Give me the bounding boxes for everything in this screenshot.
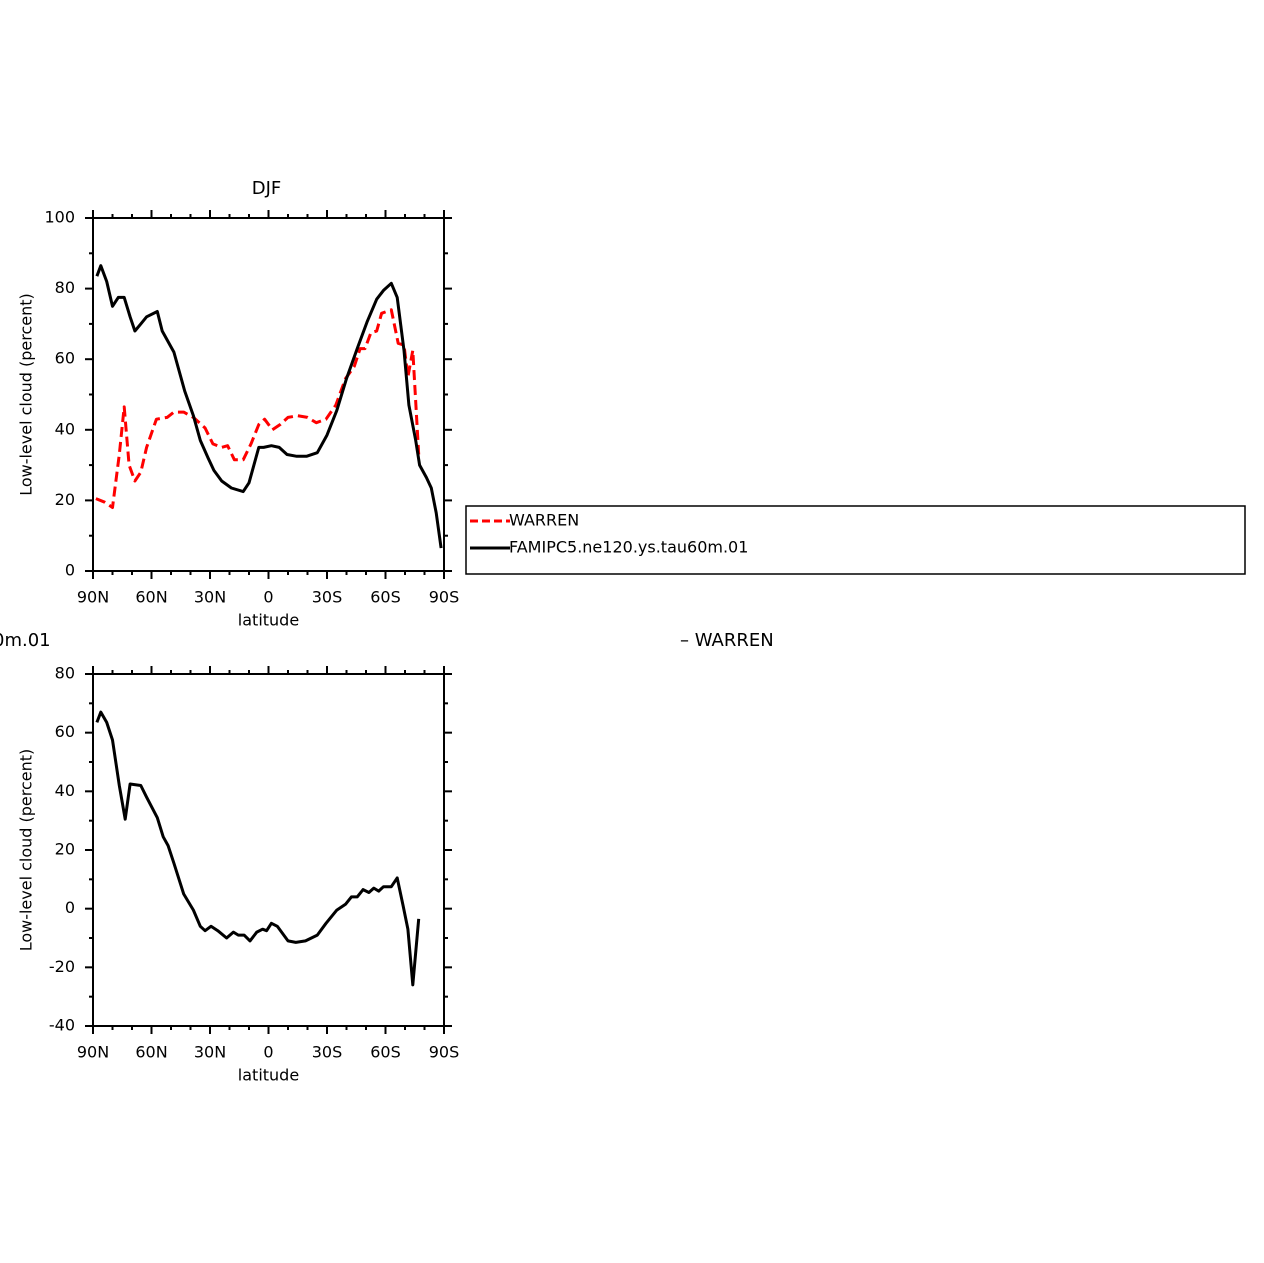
y-tick-label: 60 bbox=[55, 349, 75, 368]
y-tick-label: -40 bbox=[49, 1016, 75, 1035]
y-tick-label: -20 bbox=[49, 957, 75, 976]
x-tick-label: 30N bbox=[194, 1043, 226, 1062]
y-tick-label: 40 bbox=[55, 781, 75, 800]
x-tick-label: 60N bbox=[135, 588, 167, 607]
chart-title-fragment: 0m.01 bbox=[0, 630, 51, 651]
x-tick-label: 60N bbox=[135, 1043, 167, 1062]
plot-frame bbox=[92, 673, 445, 1027]
x-tick-label: 0 bbox=[263, 588, 273, 607]
y-tick-label: 100 bbox=[44, 208, 75, 227]
x-tick-label: 0 bbox=[263, 1043, 273, 1062]
y-tick-label: 0 bbox=[65, 898, 75, 917]
x-axis-label: latitude bbox=[238, 1066, 299, 1085]
legend-label: FAMIPC5.ne120.ys.tau60m.01 bbox=[509, 538, 748, 557]
y-tick-label: 60 bbox=[55, 722, 75, 741]
y-tick-label: 20 bbox=[55, 840, 75, 859]
y-tick-label: 40 bbox=[55, 419, 75, 438]
y-tick-label: 80 bbox=[55, 278, 75, 297]
plot-frame bbox=[92, 217, 445, 572]
x-tick-label: 30S bbox=[312, 1043, 343, 1062]
x-tick-label: 30N bbox=[194, 588, 226, 607]
y-tick-label: 20 bbox=[55, 490, 75, 509]
x-axis-label: latitude bbox=[238, 611, 299, 630]
x-tick-label: 60S bbox=[370, 588, 401, 607]
chart-title-fragment: – WARREN bbox=[680, 630, 774, 651]
data-line bbox=[95, 710, 421, 987]
legend-box bbox=[465, 505, 1246, 575]
x-tick-label: 90S bbox=[429, 1043, 460, 1062]
y-axis-label: Low-level cloud (percent) bbox=[17, 749, 36, 952]
y-tick-label: 80 bbox=[55, 664, 75, 683]
x-tick-label: 90N bbox=[77, 1043, 109, 1062]
data-line bbox=[95, 264, 443, 549]
y-axis-label: Low-level cloud (percent) bbox=[17, 293, 36, 496]
x-tick-label: 90S bbox=[429, 588, 460, 607]
chart-title: DJF bbox=[252, 178, 282, 199]
x-tick-label: 60S bbox=[370, 1043, 401, 1062]
legend-label: WARREN bbox=[509, 511, 579, 530]
x-tick-label: 90N bbox=[77, 588, 109, 607]
x-tick-label: 30S bbox=[312, 588, 343, 607]
data-line bbox=[95, 308, 421, 509]
y-tick-label: 0 bbox=[65, 561, 75, 580]
